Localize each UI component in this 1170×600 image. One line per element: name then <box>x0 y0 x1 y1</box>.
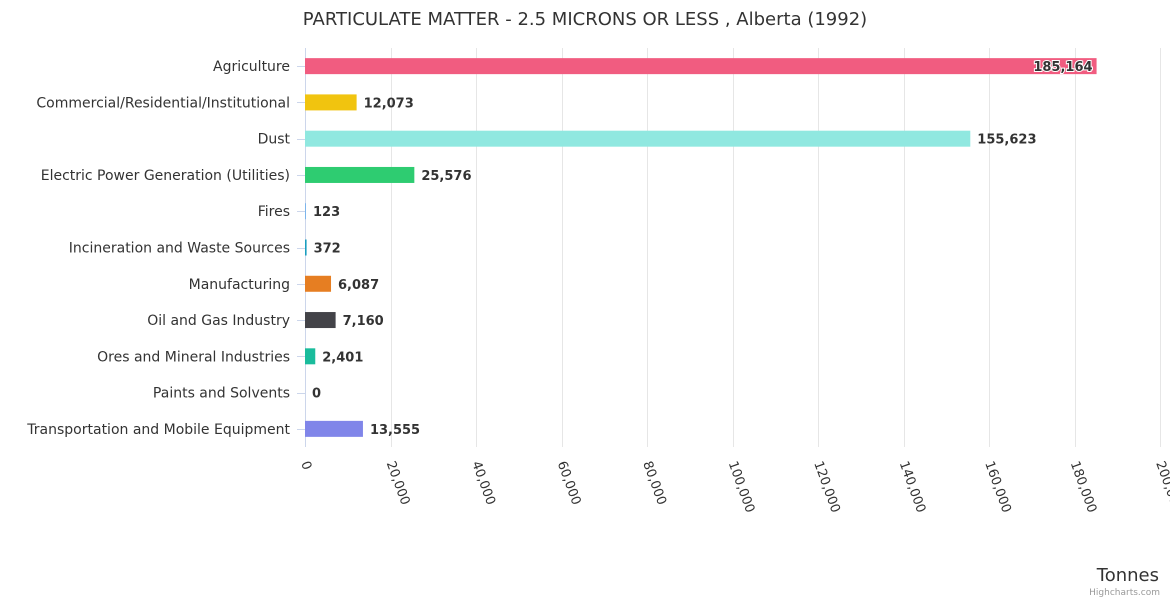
data-label: 123 <box>313 205 340 220</box>
tick-label: 140,000 <box>896 459 928 515</box>
tick-label: 100,000 <box>725 459 757 515</box>
value-axis-title: Tonnes <box>1096 565 1159 586</box>
data-label: 0 <box>312 387 321 402</box>
data-label: 6,087 <box>338 278 379 293</box>
bar[interactable] <box>305 94 357 111</box>
bar[interactable] <box>305 166 415 183</box>
category-label: Electric Power Generation (Utilities) <box>41 168 290 184</box>
tick-label: 60,000 <box>554 459 584 507</box>
category-label: Agriculture <box>213 59 290 75</box>
data-label: 13,555 <box>370 423 420 438</box>
credit-link[interactable]: Highcharts.com <box>1089 588 1160 598</box>
bar[interactable] <box>305 58 1097 75</box>
bar-series <box>305 58 1097 437</box>
tick-labels: 0 20,000 40,000 60,000 80,000 100,000 120,000 1… <box>297 459 1170 515</box>
tick-label: 20,000 <box>383 459 413 507</box>
tick-label: 120,000 <box>810 459 842 515</box>
category-label: Manufacturing <box>189 277 290 293</box>
bar[interactable] <box>305 275 332 292</box>
category-axis <box>297 48 306 447</box>
data-label: 185,164 <box>1033 60 1092 75</box>
tick-label: 40,000 <box>468 459 498 507</box>
chart-title: PARTICULATE MATTER - 2.5 MICRONS OR LESS… <box>303 9 867 30</box>
category-label: Oil and Gas Industry <box>147 313 290 329</box>
category-label: Dust <box>258 132 291 148</box>
data-label: 372 <box>314 242 341 257</box>
data-label: 2,401 <box>322 350 363 365</box>
bar[interactable] <box>305 348 316 365</box>
tick-label: 180,000 <box>1067 459 1099 515</box>
grid-lines <box>391 48 1161 447</box>
tick-label: 80,000 <box>639 459 669 507</box>
category-label: Fires <box>258 204 290 220</box>
data-label: 155,623 <box>977 133 1036 148</box>
bar[interactable] <box>305 203 306 220</box>
category-label: Transportation and Mobile Equipment <box>26 422 290 438</box>
bar[interactable] <box>305 239 307 256</box>
category-labels: Agriculture Commercial/Residential/Instit… <box>26 59 290 438</box>
tick-label: 0 <box>297 459 314 472</box>
data-label: 12,073 <box>364 96 414 111</box>
data-labels: 185,164 12,073 155,623 25,576 123 372 6,087 7,1… <box>312 59 1094 438</box>
tick-label: 200,000 <box>1152 459 1170 515</box>
bar[interactable] <box>305 420 363 437</box>
category-label: Commercial/Residential/Institutional <box>36 95 290 111</box>
data-label: 7,160 <box>343 314 384 329</box>
bar[interactable] <box>305 312 336 329</box>
tick-label: 160,000 <box>981 459 1013 515</box>
data-label: 25,576 <box>421 169 471 184</box>
category-label: Incineration and Waste Sources <box>69 241 290 257</box>
bar[interactable] <box>305 130 971 147</box>
category-label: Ores and Mineral Industries <box>97 349 290 365</box>
category-label: Paints and Solvents <box>153 386 290 402</box>
